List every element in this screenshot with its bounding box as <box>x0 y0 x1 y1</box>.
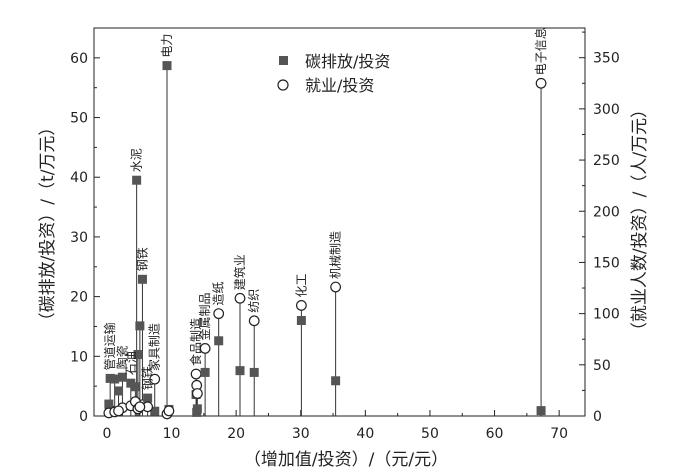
y-right-tick-label: 150 <box>593 255 620 271</box>
carbon-point <box>331 376 341 386</box>
sector-label: 钢铁 <box>141 366 155 390</box>
x-tick-label: 30 <box>292 426 310 442</box>
y-left-tick-label: 10 <box>70 349 88 365</box>
carbon-point <box>105 373 115 383</box>
y-right-tick-label: 300 <box>593 102 620 118</box>
y-left-axis-title: （碳排放/投资）/（t/万元） <box>38 119 58 330</box>
carbon-point <box>235 366 245 376</box>
carbon-point <box>143 393 153 403</box>
sector-label: 建筑业 <box>232 254 247 290</box>
legend-label-carbon: 碳排放/投资 <box>305 52 390 71</box>
carbon-point <box>135 321 145 331</box>
sector-label: 石油 <box>124 351 138 375</box>
marks-layer <box>103 61 547 420</box>
y-right-tick-label: 0 <box>593 409 602 425</box>
x-tick-label: 50 <box>421 426 439 442</box>
carbon-point <box>132 175 142 185</box>
carbon-point <box>214 336 224 346</box>
carbon-point <box>104 399 114 409</box>
stems-layer <box>108 65 542 416</box>
jobs-point <box>248 315 260 327</box>
y-right-tick-label: 250 <box>593 153 620 169</box>
carbon-point <box>200 367 210 377</box>
sector-label: 电子信息 <box>533 27 548 75</box>
plot-frame <box>93 27 586 417</box>
sector-label: 家具制造 <box>147 323 162 371</box>
sector-label: 钢铁 <box>135 247 149 271</box>
x-tick-label: 20 <box>227 426 245 442</box>
jobs-point <box>213 308 225 320</box>
legend-label-jobs: 就业/投资 <box>305 76 374 95</box>
jobs-point <box>149 373 161 385</box>
y-right-tick-label: 350 <box>593 51 620 67</box>
carbon-point <box>110 374 120 384</box>
jobs-point <box>535 77 547 89</box>
sector-label: 机械制造 <box>328 231 343 279</box>
axes-layer: 0 10 20 30 40 50 60 70 0 10 20 30 40 50 60 0 50 100 150 200… <box>70 27 620 442</box>
y-right-tick-label: 100 <box>593 307 620 323</box>
carbon-point <box>130 382 140 392</box>
x-tick-label: 0 <box>102 426 111 442</box>
x-tick-label: 60 <box>486 426 504 442</box>
carbon-point <box>192 404 202 414</box>
sector-label: 纺织 <box>247 289 261 313</box>
legend: 碳排放/投资 就业/投资 <box>277 52 390 95</box>
carbon-point <box>296 315 306 325</box>
carbon-point <box>114 386 124 396</box>
jobs-point <box>330 281 342 293</box>
y-right-tick-label: 50 <box>593 358 611 374</box>
jobs-point <box>295 300 307 311</box>
jobs-point <box>134 401 146 413</box>
x-tick-label: 40 <box>356 426 374 442</box>
carbon-point <box>536 406 546 416</box>
jobs-point <box>190 368 202 380</box>
jobs-point <box>199 343 211 354</box>
sector-label: 食品制造 <box>188 318 203 366</box>
y-left-tick-label: 40 <box>70 170 88 186</box>
y-right-tick-label: 200 <box>593 204 620 220</box>
jobs-point <box>191 388 203 399</box>
x-tick-label: 70 <box>550 426 568 442</box>
sector-label: 管道运输 <box>102 322 117 370</box>
sector-label: 金属制品 <box>197 292 212 340</box>
carbon-point <box>126 378 136 388</box>
jobs-point <box>163 405 175 417</box>
x-axis-title: （增加值/投资）/（元/元） <box>244 450 448 470</box>
carbon-point <box>150 406 160 416</box>
sector-label: 电力 <box>160 34 174 58</box>
carbon-point <box>117 372 127 382</box>
legend-circle-marker <box>277 79 289 91</box>
carbon-point <box>249 367 259 377</box>
sector-label: 陶瓷 <box>114 345 129 369</box>
x-tick-label: 10 <box>163 426 181 442</box>
y-right-axis-title: （就业人数/投资）/（人/万元） <box>630 101 650 339</box>
y-left-tick-label: 50 <box>70 111 88 127</box>
jobs-point <box>234 292 246 304</box>
legend-square-marker <box>279 56 288 65</box>
carbon-point <box>162 61 172 71</box>
carbon-point <box>133 350 143 360</box>
jobs-point <box>113 405 124 417</box>
sector-label: 化工 <box>294 273 308 297</box>
carbon-point <box>137 274 147 284</box>
sector-label: 造纸 <box>212 282 226 306</box>
y-left-tick-label: 0 <box>79 409 88 425</box>
sector-label: 水泥 <box>130 148 144 172</box>
y-left-tick-label: 20 <box>70 290 88 306</box>
y-left-tick-label: 60 <box>70 51 88 67</box>
y-left-tick-label: 30 <box>70 230 88 246</box>
